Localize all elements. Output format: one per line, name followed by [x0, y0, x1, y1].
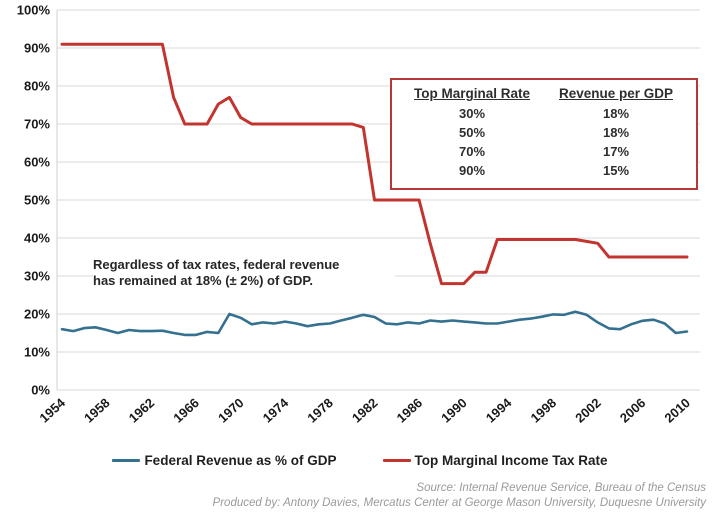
rate-revenue-inset-table: Top Marginal Rate Revenue per GDP 30% 18% 50…	[390, 78, 698, 190]
x-axis-tick-1978: 1978	[304, 395, 336, 425]
x-axis-tick-1954: 1954	[36, 395, 68, 426]
y-axis-tick-90%: 90%	[24, 41, 50, 56]
legend-swatch-1	[382, 459, 411, 462]
chart-footer: Source: Internal Revenue Service, Bureau…	[213, 481, 706, 511]
x-axis-tick-1982: 1982	[349, 395, 381, 425]
y-axis-tick-100%: 100%	[17, 3, 51, 18]
y-axis-tick-20%: 20%	[24, 307, 50, 322]
federal-revenue-line	[60, 310, 689, 337]
y-axis-tick-10%: 10%	[24, 345, 50, 360]
x-axis-tick-1998: 1998	[528, 395, 560, 425]
chart-annotation: Regardless of tax rates, federal revenue…	[93, 255, 395, 291]
x-axis-tick-1994: 1994	[483, 395, 515, 426]
y-axis-tick-30%: 30%	[24, 269, 50, 284]
tax-rate-line	[60, 42, 689, 286]
x-axis-tick-1962: 1962	[126, 395, 158, 425]
inset-table-cell-r2-c1: 17%	[602, 144, 630, 159]
annotation-line2: has remained at 18% (± 2%) of GDP.	[93, 273, 314, 288]
legend-item-1: Top Marginal Income Tax Rate	[382, 453, 608, 468]
x-axis-tick-1970: 1970	[215, 395, 247, 425]
inset-table-header-1: Revenue per GDP	[558, 86, 674, 101]
inset-table-cell-r1-c1: 18%	[602, 125, 630, 140]
source-credit: Source: Internal Revenue Service, Bureau…	[416, 482, 706, 494]
legend-label-0: Federal Revenue as % of GDP	[144, 453, 337, 468]
inset-table-header-0: Top Marginal Rate	[413, 86, 530, 101]
inset-table-cell-r3-c1: 15%	[602, 163, 630, 178]
chart-plot-area: 0% 10% 20% 30% 40% 50% 60% 70% 80% 90% 100% 1954 195…	[17, 3, 700, 426]
y-axis-tick-50%: 50%	[24, 193, 50, 208]
y-axis-tick-40%: 40%	[24, 231, 50, 246]
x-axis-tick-2006: 2006	[617, 395, 649, 425]
x-axis-tick-2010: 2010	[661, 395, 693, 425]
y-axis-tick-60%: 60%	[24, 155, 50, 170]
annotation-line1: Regardless of tax rates, federal revenue	[93, 257, 340, 272]
inset-table-cell-r1-c0: 50%	[458, 125, 486, 140]
inset-table-cell-r3-c0: 90%	[458, 163, 486, 178]
legend-label-1: Top Marginal Income Tax Rate	[414, 453, 608, 468]
x-axis-tick-1990: 1990	[438, 395, 470, 425]
inset-table-cell-r0-c0: 30%	[458, 106, 486, 121]
chart-legend: Federal Revenue as % of GDP Top Marginal …	[0, 453, 720, 468]
inset-table-cell-r2-c0: 70%	[458, 144, 486, 159]
x-axis-tick-1986: 1986	[394, 395, 426, 425]
x-axis-tick-1974: 1974	[260, 395, 292, 426]
legend-swatch-0	[112, 459, 141, 462]
legend-item-0: Federal Revenue as % of GDP	[112, 453, 337, 468]
x-axis-tick-1958: 1958	[81, 395, 113, 425]
y-axis-tick-80%: 80%	[24, 79, 50, 94]
x-axis-tick-2002: 2002	[572, 395, 604, 425]
y-axis-tick-0%: 0%	[31, 383, 50, 398]
produced-by-credit: Produced by: Antony Davies, Mercatus Cen…	[212, 497, 706, 509]
x-axis-tick-1966: 1966	[170, 395, 202, 425]
y-axis-tick-70%: 70%	[24, 117, 50, 132]
inset-table-cell-r0-c1: 18%	[602, 106, 630, 121]
